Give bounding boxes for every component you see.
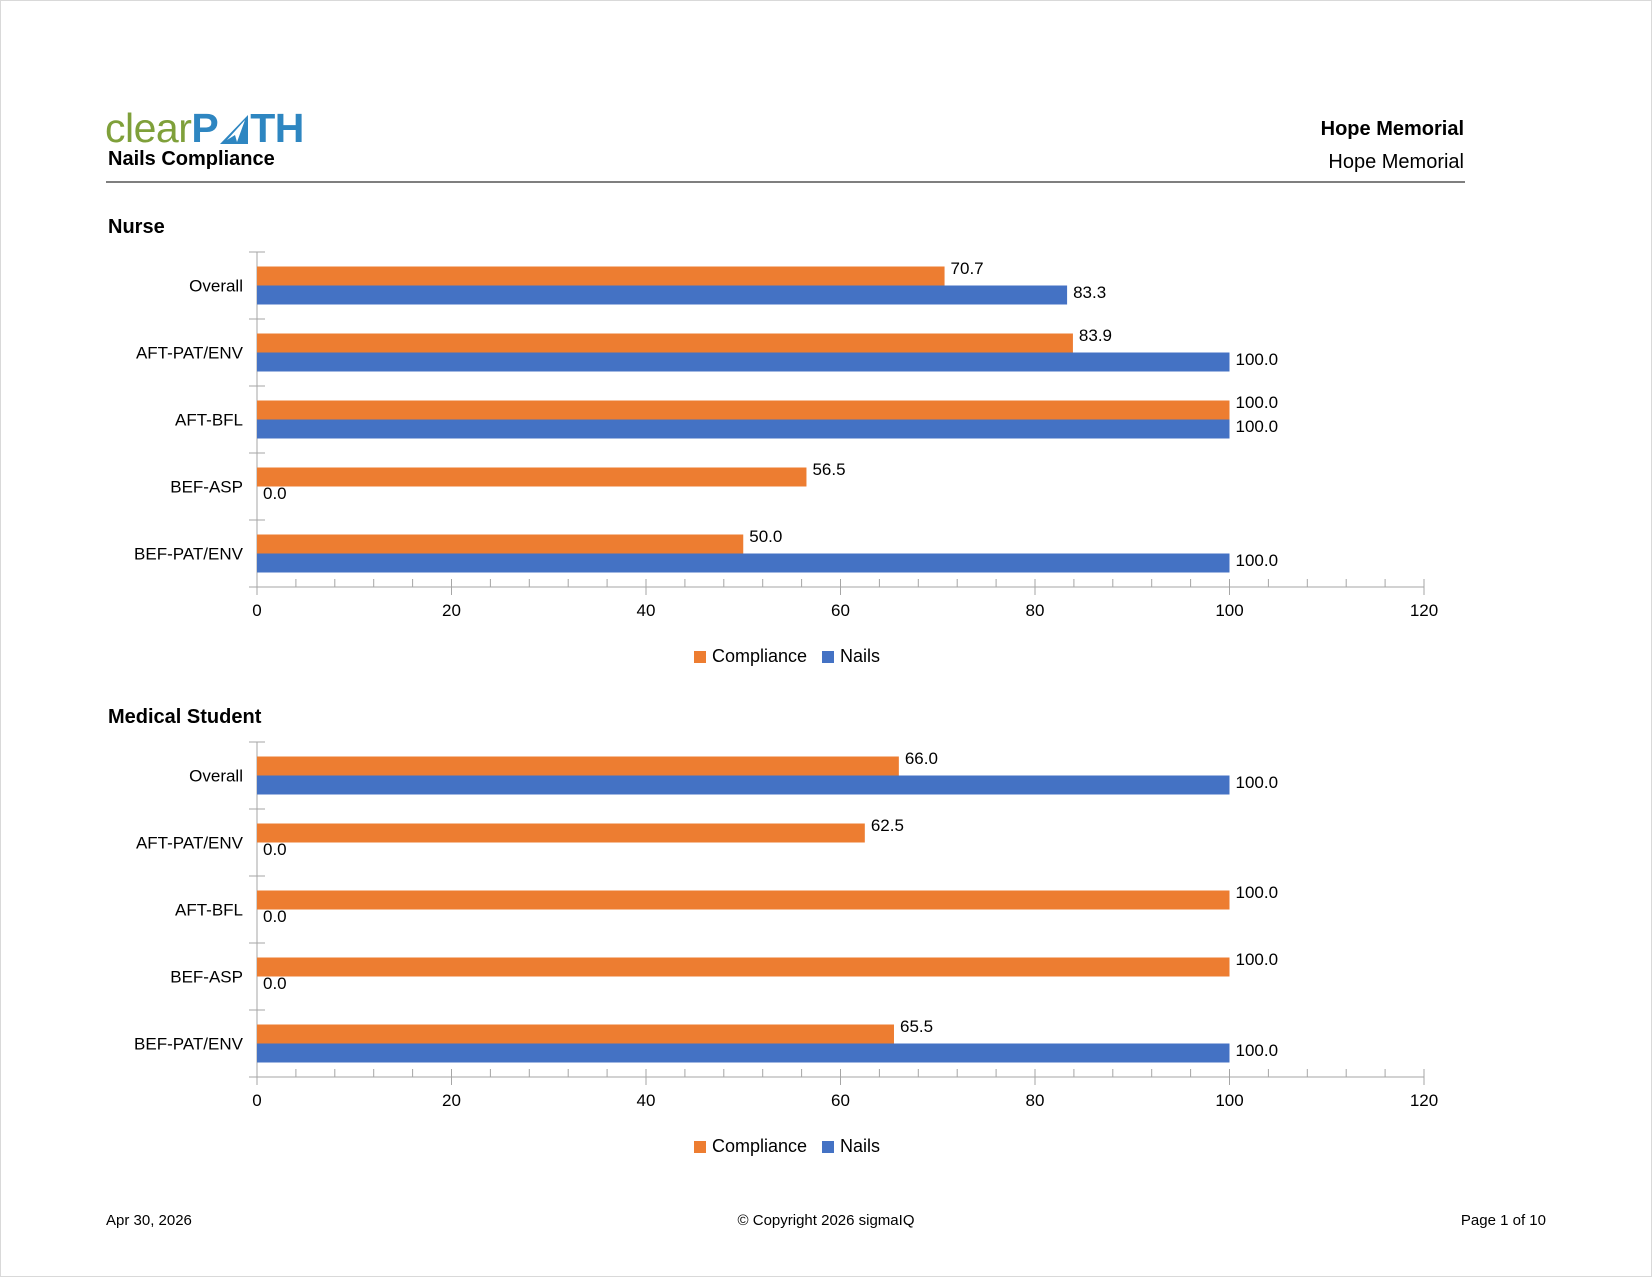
bar-compliance-aft-pat-env: [257, 333, 1073, 353]
x-tick-label-0: 0: [252, 1091, 261, 1110]
data-label-nails-aft-pat-env: 100.0: [1236, 350, 1279, 369]
bar-compliance-aft-pat-env: [257, 823, 865, 843]
x-tick-label-40: 40: [637, 1091, 656, 1110]
bar-nails-bef-pat-env: [257, 553, 1230, 573]
footer-date: Apr 30, 2026: [106, 1212, 192, 1229]
data-label-compliance-bef-pat-env: 50.0: [749, 527, 782, 546]
data-label-compliance-aft-pat-env: 62.5: [871, 816, 904, 835]
organization-subtitle: Hope Memorial: [1328, 151, 1464, 173]
bar-nails-overall: [257, 775, 1230, 795]
logo-text-p: P: [191, 105, 219, 151]
legend-label-nails: Nails: [840, 1136, 880, 1156]
category-label-overall: Overall: [189, 277, 243, 296]
footer-copyright: © Copyright 2026 sigmaIQ: [737, 1212, 915, 1229]
category-label-bef-asp: BEF-ASP: [170, 478, 243, 497]
category-label-aft-pat-env: AFT-PAT/ENV: [136, 344, 244, 363]
data-label-nails-overall: 100.0: [1236, 773, 1279, 792]
x-tick-label-20: 20: [442, 601, 461, 620]
data-label-compliance-overall: 70.7: [951, 259, 984, 278]
bar-compliance-bef-pat-env: [257, 1024, 894, 1044]
data-label-compliance-aft-pat-env: 83.9: [1079, 326, 1112, 345]
data-label-nails-aft-bfl: 0.0: [263, 907, 287, 926]
legend-label-compliance: Compliance: [712, 646, 807, 666]
category-label-bef-asp: BEF-ASP: [170, 968, 243, 987]
bar-compliance-aft-bfl: [257, 400, 1230, 420]
bar-nails-aft-pat-env: [257, 352, 1230, 372]
logo-text-clear: clear: [105, 105, 192, 151]
data-label-compliance-overall: 66.0: [905, 749, 938, 768]
data-label-nails-bef-asp: 0.0: [263, 974, 287, 993]
report-title: Nails Compliance: [108, 148, 275, 170]
x-tick-label-100: 100: [1215, 1091, 1243, 1110]
bar-compliance-bef-pat-env: [257, 534, 744, 554]
data-label-compliance-bef-asp: 56.5: [812, 460, 845, 479]
x-tick-label-120: 120: [1410, 601, 1438, 620]
medical-student-bar-chart: 0 20 40 60 80 100 120 Overall 66.0 100.0 AFT-PAT/E…: [134, 741, 1438, 1156]
x-tick-label-60: 60: [831, 1091, 850, 1110]
x-tick-label-40: 40: [637, 601, 656, 620]
legend-swatch-nails: [822, 651, 834, 663]
bar-nails-bef-pat-env: [257, 1043, 1230, 1063]
category-label-bef-pat-env: BEF-PAT/ENV: [134, 545, 244, 564]
legend-label-compliance: Compliance: [712, 1136, 807, 1156]
data-label-nails-bef-pat-env: 100.0: [1236, 551, 1279, 570]
clearpath-logo: clearP TH: [105, 108, 304, 149]
data-label-compliance-aft-bfl: 100.0: [1236, 393, 1279, 412]
data-label-compliance-bef-pat-env: 65.5: [900, 1017, 933, 1036]
category-label-overall: Overall: [189, 767, 243, 786]
header-divider: [106, 181, 1465, 183]
data-label-compliance-bef-asp: 100.0: [1236, 950, 1279, 969]
logo-text-th: TH: [250, 105, 304, 151]
x-tick-label-80: 80: [1026, 601, 1045, 620]
data-label-nails-aft-pat-env: 0.0: [263, 840, 287, 859]
bar-compliance-aft-bfl: [257, 890, 1230, 910]
category-label-aft-bfl: AFT-BFL: [175, 901, 243, 920]
x-tick-label-100: 100: [1215, 601, 1243, 620]
category-label-aft-bfl: AFT-BFL: [175, 411, 243, 430]
legend-swatch-compliance: [694, 651, 706, 663]
legend-swatch-compliance: [694, 1141, 706, 1153]
nurse-bar-chart: 0 20 40 60 80 100 120 Overall 70.7 83.3 AFT-PAT/EN…: [134, 251, 1438, 666]
section-title-medical-student: Medical Student: [108, 706, 262, 728]
organization-title: Hope Memorial: [1320, 118, 1464, 140]
x-tick-label-20: 20: [442, 1091, 461, 1110]
category-label-aft-pat-env: AFT-PAT/ENV: [136, 834, 244, 853]
legend-label-nails: Nails: [840, 646, 880, 666]
x-tick-label-120: 120: [1410, 1091, 1438, 1110]
paper-plane-icon: [220, 115, 249, 144]
bar-nails-overall: [257, 285, 1068, 305]
footer-page-number: Page 1 of 10: [1460, 1212, 1546, 1229]
data-label-nails-overall: 83.3: [1073, 283, 1106, 302]
bar-nails-aft-bfl: [257, 419, 1230, 439]
bar-compliance-overall: [257, 266, 945, 286]
data-label-nails-aft-bfl: 100.0: [1236, 417, 1279, 436]
section-title-nurse: Nurse: [108, 216, 165, 238]
legend-swatch-nails: [822, 1141, 834, 1153]
bar-compliance-bef-asp: [257, 957, 1230, 977]
x-tick-label-80: 80: [1026, 1091, 1045, 1110]
bar-compliance-overall: [257, 756, 899, 776]
bar-compliance-bef-asp: [257, 467, 807, 487]
data-label-nails-bef-pat-env: 100.0: [1236, 1041, 1279, 1060]
x-tick-label-0: 0: [252, 601, 261, 620]
category-label-bef-pat-env: BEF-PAT/ENV: [134, 1035, 244, 1054]
data-label-compliance-aft-bfl: 100.0: [1236, 883, 1279, 902]
data-label-nails-bef-asp: 0.0: [263, 484, 287, 503]
x-tick-label-60: 60: [831, 601, 850, 620]
